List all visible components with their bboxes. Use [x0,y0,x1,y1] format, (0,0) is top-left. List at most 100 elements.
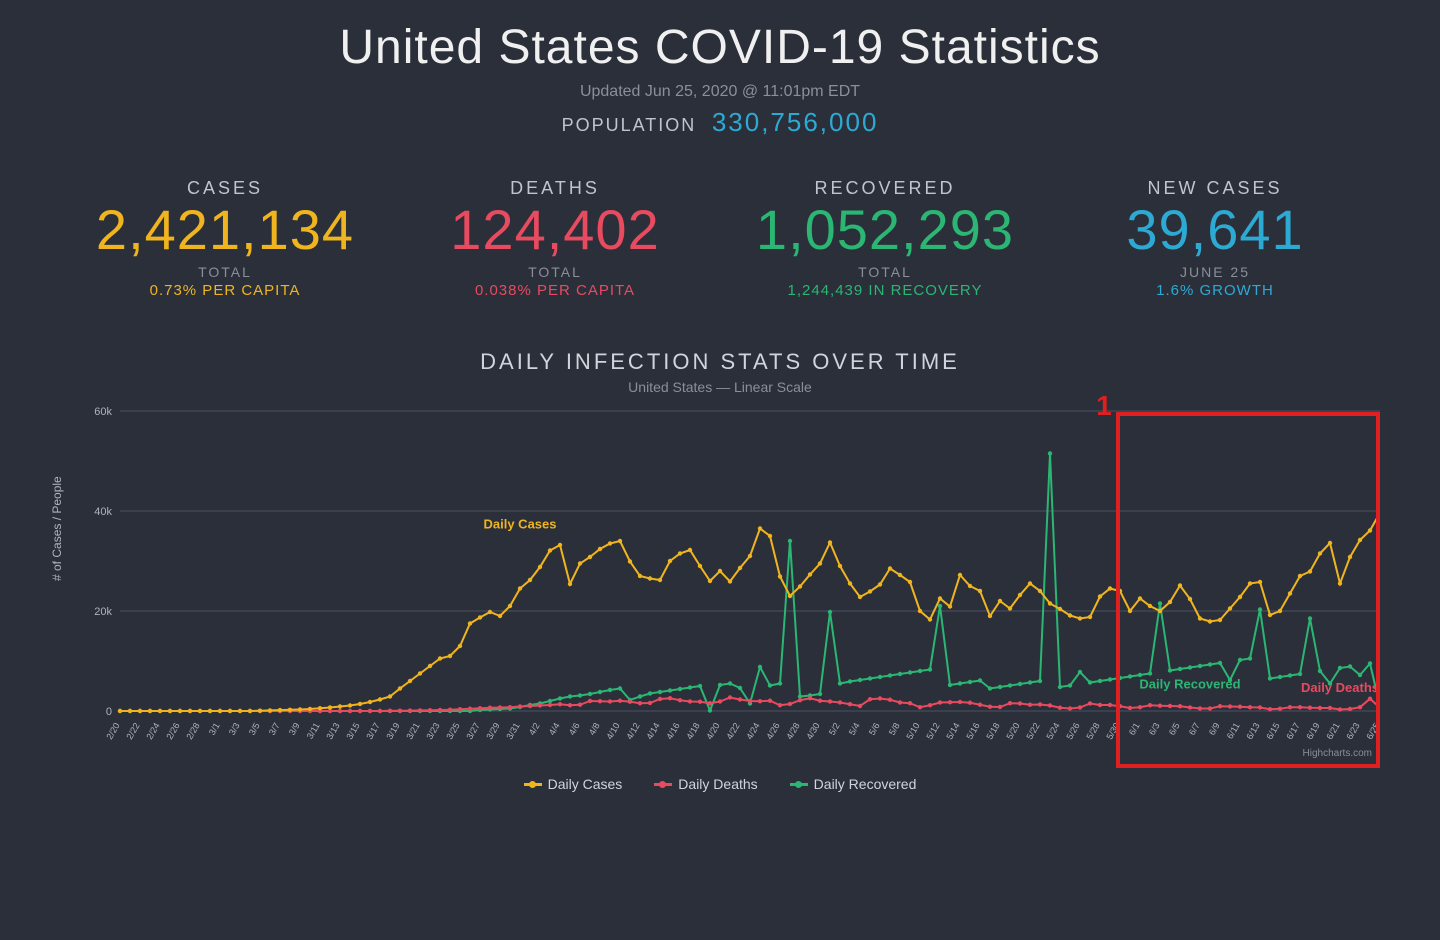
dashboard: United States COVID-19 Statistics Update… [0,0,1440,802]
svg-text:6/5: 6/5 [1167,721,1182,737]
svg-text:4/24: 4/24 [744,721,761,741]
stat-deaths: DEATHS 124,402 TOTAL 0.038% PER CAPITA [390,178,720,299]
stat-label: CASES [60,178,390,199]
chart-container: # of Cases / People 020k40k60k2/202/222/… [60,401,1380,761]
annotation-number: 1 [1096,390,1112,422]
svg-text:3/31: 3/31 [504,721,521,741]
legend-item[interactable]: Daily Recovered [790,776,917,792]
stat-cases: CASES 2,421,134 TOTAL 0.73% PER CAPITA [60,178,390,299]
svg-text:6/3: 6/3 [1147,721,1162,737]
stat-label: NEW CASES [1050,178,1380,199]
chart-section: DAILY INFECTION STATS OVER TIME United S… [40,349,1400,793]
population-row: POPULATION 330,756,000 [40,107,1400,138]
stat-sub1: JUNE 25 [1050,264,1380,280]
chart-credit: Highcharts.com [1303,748,1372,759]
svg-text:6/15: 6/15 [1264,721,1281,741]
stat-sub1: TOTAL [720,264,1050,280]
svg-text:5/30: 5/30 [1104,721,1121,741]
svg-text:5/20: 5/20 [1004,721,1021,741]
legend-swatch [654,783,672,786]
svg-text:5/2: 5/2 [827,721,842,737]
population-value: 330,756,000 [712,107,879,137]
svg-text:2/28: 2/28 [184,721,201,741]
chart-svg: 020k40k60k2/202/222/242/262/283/13/33/53… [60,401,1380,761]
svg-text:5/28: 5/28 [1084,721,1101,741]
stat-value: 2,421,134 [60,201,390,260]
legend-label: Daily Deaths [678,776,757,792]
svg-text:4/22: 4/22 [724,721,741,741]
svg-text:6/7: 6/7 [1187,721,1202,737]
stat-sub1: TOTAL [390,264,720,280]
svg-text:3/13: 3/13 [324,721,341,741]
svg-text:4/8: 4/8 [587,721,602,737]
svg-text:0: 0 [106,706,112,718]
svg-text:4/10: 4/10 [604,721,621,741]
chart-legend: Daily Cases Daily Deaths Daily Recovered [60,773,1380,793]
svg-text:3/5: 3/5 [247,721,262,737]
legend-dot-icon [795,781,802,788]
svg-text:2/24: 2/24 [144,721,161,741]
svg-text:4/28: 4/28 [784,721,801,741]
stat-sub2: 0.038% PER CAPITA [390,282,720,299]
svg-text:3/25: 3/25 [444,721,461,741]
population-label: POPULATION [562,115,697,135]
svg-text:6/13: 6/13 [1244,721,1261,741]
stats-row: CASES 2,421,134 TOTAL 0.73% PER CAPITA D… [40,178,1400,299]
svg-text:4/26: 4/26 [764,721,781,741]
svg-text:5/24: 5/24 [1044,721,1061,741]
stat-newcases: NEW CASES 39,641 JUNE 25 1.6% GROWTH [1050,178,1380,299]
stat-label: DEATHS [390,178,720,199]
stat-label: RECOVERED [720,178,1050,199]
svg-text:2/22: 2/22 [124,721,141,741]
chart-ylabel: # of Cases / People [50,476,64,581]
svg-text:4/6: 4/6 [567,721,582,737]
chart-subtitle: United States — Linear Scale [60,379,1380,395]
stat-sub2: 0.73% PER CAPITA [60,282,390,299]
svg-text:5/6: 5/6 [867,721,882,737]
svg-text:6/23: 6/23 [1344,721,1361,741]
svg-text:60k: 60k [94,406,112,418]
svg-text:6/25: 6/25 [1364,721,1380,741]
svg-text:5/16: 5/16 [964,721,981,741]
svg-text:40k: 40k [94,506,112,518]
legend-item[interactable]: Daily Deaths [654,776,757,792]
svg-text:3/23: 3/23 [424,721,441,741]
svg-text:5/26: 5/26 [1064,721,1081,741]
svg-text:5/12: 5/12 [924,721,941,741]
svg-text:3/15: 3/15 [344,721,361,741]
svg-text:6/17: 6/17 [1284,721,1301,741]
svg-text:3/7: 3/7 [267,721,282,737]
svg-text:Daily Recovered: Daily Recovered [1139,676,1240,691]
svg-text:5/4: 5/4 [847,721,862,737]
svg-text:6/9: 6/9 [1207,721,1222,737]
legend-dot-icon [529,781,536,788]
stat-value: 1,052,293 [720,201,1050,260]
svg-text:3/21: 3/21 [404,721,421,741]
svg-text:6/11: 6/11 [1225,721,1242,741]
updated-timestamp: Updated Jun 25, 2020 @ 11:01pm EDT [40,83,1400,101]
legend-label: Daily Recovered [814,776,917,792]
legend-item[interactable]: Daily Cases [524,776,623,792]
svg-text:4/16: 4/16 [664,721,681,741]
svg-text:Daily Deaths: Daily Deaths [1301,680,1379,695]
svg-text:4/20: 4/20 [704,721,721,741]
legend-dot-icon [659,781,666,788]
svg-text:6/21: 6/21 [1324,721,1341,741]
svg-text:3/29: 3/29 [484,721,501,741]
stat-sub2: 1.6% GROWTH [1050,282,1380,299]
svg-text:6/19: 6/19 [1304,721,1321,741]
svg-text:6/1: 6/1 [1127,721,1142,737]
svg-text:4/4: 4/4 [547,721,562,737]
svg-text:5/18: 5/18 [984,721,1001,741]
page-title: United States COVID-19 Statistics [40,20,1400,75]
svg-text:4/14: 4/14 [644,721,661,741]
stat-value: 124,402 [390,201,720,260]
svg-text:3/1: 3/1 [207,721,222,737]
svg-text:Daily Cases: Daily Cases [484,516,557,531]
stat-sub2: 1,244,439 IN RECOVERY [720,282,1050,299]
svg-text:5/8: 5/8 [887,721,902,737]
svg-text:20k: 20k [94,606,112,618]
chart-title: DAILY INFECTION STATS OVER TIME [60,349,1380,375]
legend-label: Daily Cases [548,776,623,792]
legend-swatch [790,783,808,786]
